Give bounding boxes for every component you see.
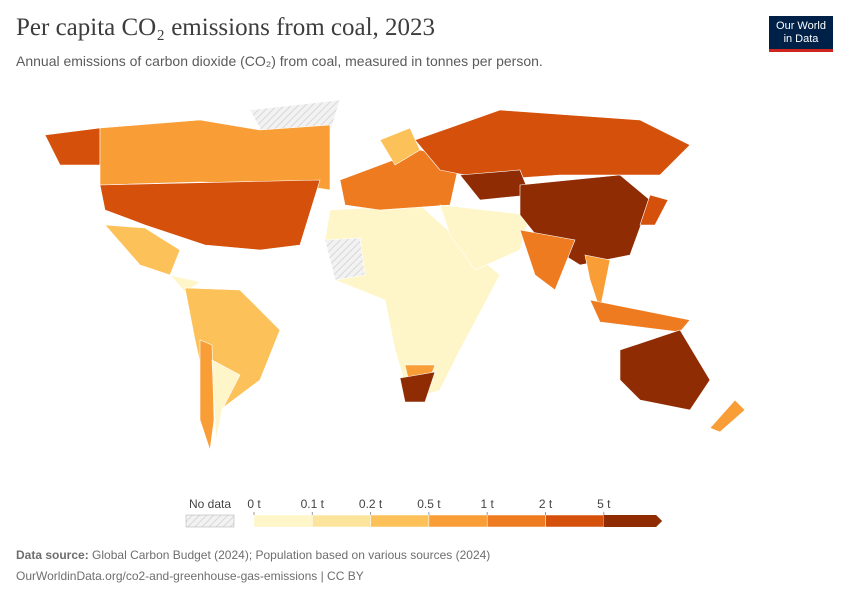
source: Data source: Global Carbon Budget (2024)…: [16, 548, 490, 562]
legend-swatch[interactable]: [370, 514, 430, 528]
country[interactable]: [44, 127, 101, 166]
url[interactable]: OurWorldinData.org/co2-and-greenhouse-ga…: [16, 569, 364, 583]
logo-line: in Data: [783, 33, 819, 45]
country[interactable]: [104, 224, 181, 276]
country[interactable]: [99, 179, 321, 251]
legend-label: No data: [189, 497, 231, 511]
logo-line: Our World: [776, 20, 826, 32]
country[interactable]: [211, 359, 241, 441]
legend-swatch[interactable]: [486, 514, 546, 528]
country[interactable]: [639, 194, 669, 226]
legend-swatch[interactable]: [312, 514, 371, 528]
country[interactable]: [99, 119, 331, 191]
country[interactable]: [589, 299, 691, 333]
country[interactable]: [519, 229, 576, 291]
legend-swatch[interactable]: [253, 514, 313, 528]
legend-no-data[interactable]: [185, 514, 235, 528]
legend-tick-label: 0.2 t: [359, 497, 383, 511]
countries: [44, 99, 746, 451]
legend-swatch[interactable]: [603, 515, 663, 527]
legend-tick-label: 2 t: [539, 497, 553, 511]
legend-swatch[interactable]: [545, 514, 605, 528]
logo[interactable]: Our World in Data: [769, 16, 833, 52]
legend: No data 0 t 0.1 t 0.2 t 0.5 t 1 t 2 t 5 t: [185, 497, 663, 528]
country[interactable]: [414, 109, 691, 181]
country[interactable]: [709, 399, 746, 433]
legend-tick-label: 1 t: [481, 497, 495, 511]
country[interactable]: [619, 329, 711, 411]
country[interactable]: [399, 371, 436, 403]
country[interactable]: [169, 274, 201, 293]
legend-tick-label: 0 t: [247, 497, 261, 511]
title: Per capita CO₂ emissions from coal, 2023: [16, 14, 436, 41]
country[interactable]: [199, 339, 215, 451]
country[interactable]: [379, 127, 421, 166]
legend-tick-label: 0.5 t: [417, 497, 441, 511]
legend-swatch[interactable]: [428, 514, 488, 528]
source-label: Data source:: [16, 548, 89, 562]
country[interactable]: [184, 287, 281, 411]
subtitle: Annual emissions of carbon dioxide (CO₂)…: [16, 53, 543, 69]
country[interactable]: [439, 204, 531, 271]
country[interactable]: [459, 169, 531, 201]
source-text: Global Carbon Budget (2024); Population …: [92, 548, 491, 562]
legend-tick-label: 5 t: [597, 497, 611, 511]
legend-tick-label: 0.1 t: [301, 497, 325, 511]
country[interactable]: [324, 237, 366, 281]
